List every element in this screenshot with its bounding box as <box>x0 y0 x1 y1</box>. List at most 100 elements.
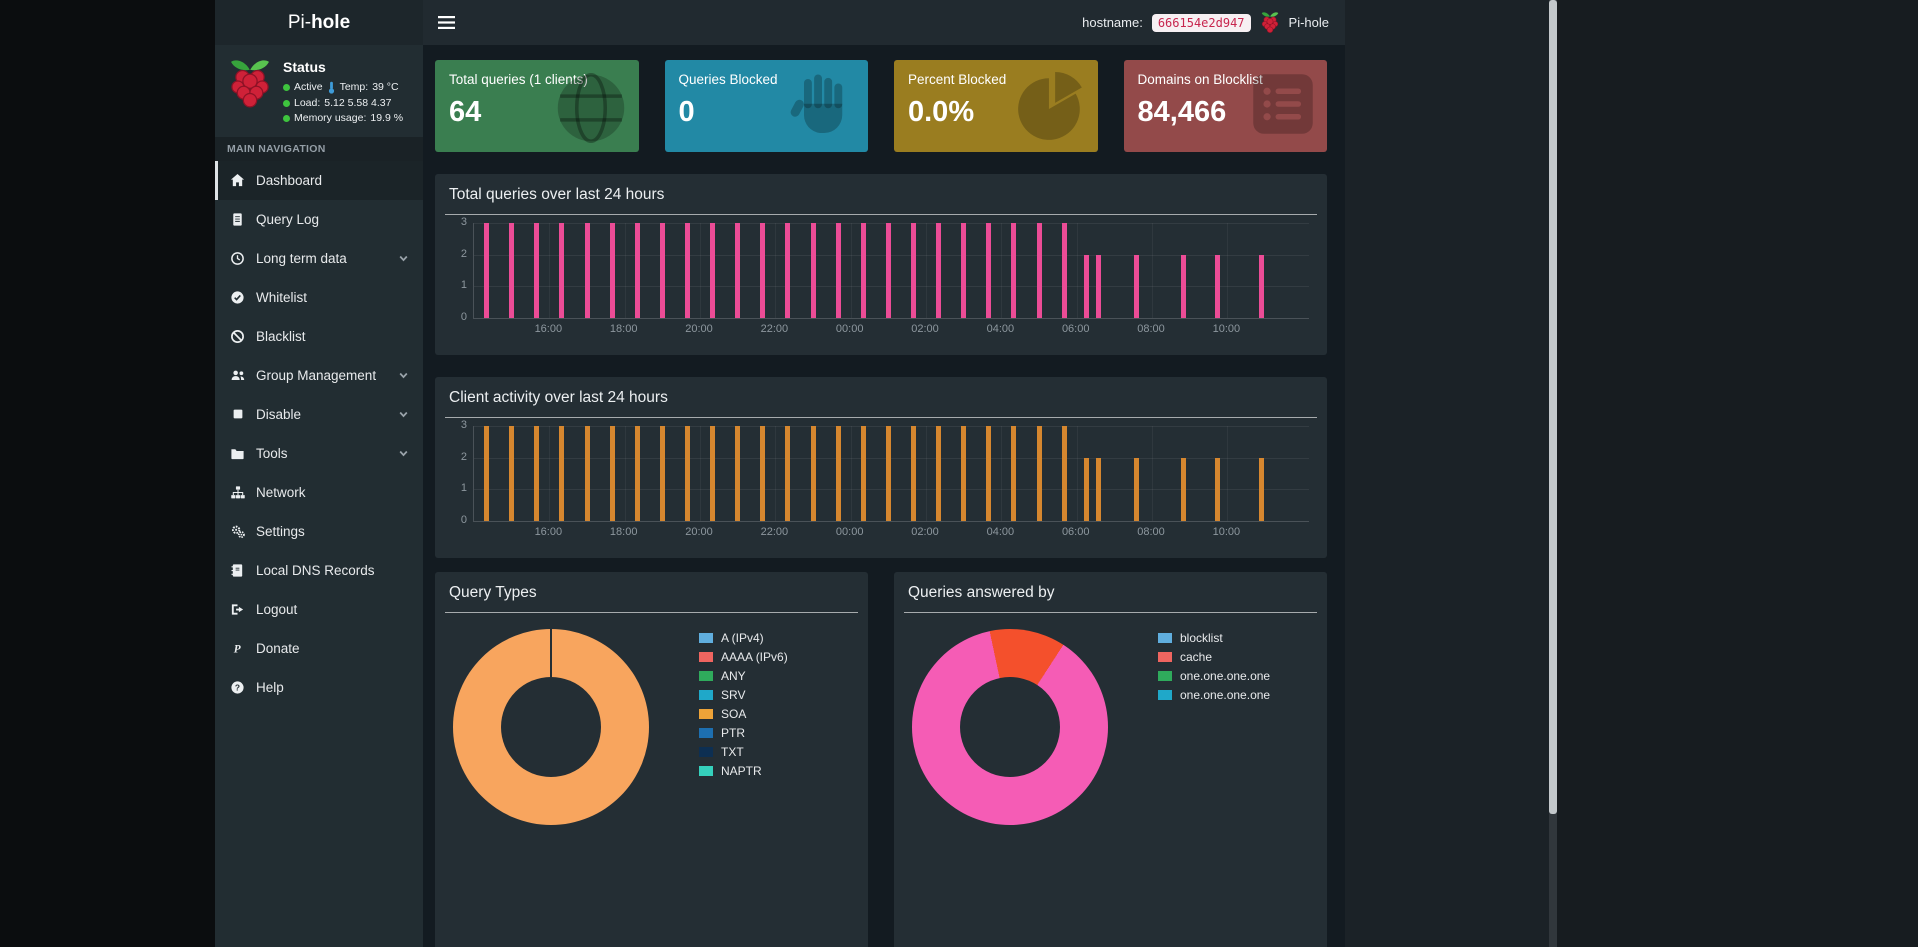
v-gridline <box>700 426 701 521</box>
sidebar-item-group-management[interactable]: Group Management <box>215 356 423 395</box>
address-book-icon <box>231 563 243 577</box>
queries-blocked-card[interactable]: Queries Blocked 0 <box>664 60 868 152</box>
bar-chart-plot[interactable] <box>473 426 1309 522</box>
chart-bar <box>484 223 490 318</box>
scrollbar-thumb[interactable] <box>1549 0 1557 815</box>
card-value: 64 <box>449 96 482 128</box>
status-load-line: Load: 5.12 5.58 4.37 <box>283 96 403 112</box>
chart-bar <box>509 223 515 318</box>
legend-swatch <box>699 728 713 738</box>
total-queries-card[interactable]: Total queries (1 clients) 64 <box>435 60 639 152</box>
legend-label: TXT <box>721 745 744 759</box>
legend-item[interactable]: PTR <box>699 726 788 740</box>
legend-swatch <box>699 652 713 662</box>
sidebar-item-label: Blacklist <box>256 328 306 344</box>
sidebar-item-local-dns-records[interactable]: Local DNS Records <box>215 551 423 590</box>
legend-item[interactable]: AAAA (IPv6) <box>699 650 788 664</box>
query-types-donut[interactable] <box>453 629 649 825</box>
legend-item[interactable]: blocklist <box>1158 631 1270 645</box>
y-axis-tick: 2 <box>460 450 467 463</box>
sidebar-item-tools[interactable]: Tools <box>215 434 423 473</box>
hostname-label: hostname: <box>1082 15 1143 30</box>
sidebar-item-blacklist[interactable]: Blacklist <box>215 317 423 356</box>
v-gridline <box>1152 426 1154 521</box>
svg-text:?: ? <box>235 682 240 692</box>
folder-icon <box>231 448 244 459</box>
y-axis-tick: 0 <box>460 311 467 323</box>
status-panel: Status Active Temp: 39 °C Load: 5.12 5.5… <box>215 45 423 137</box>
domains-on-blocklist-card[interactable]: Domains on Blocklist 84,466 <box>1123 60 1327 152</box>
legend-item[interactable]: one.one.one.one <box>1158 669 1270 683</box>
legend-item[interactable]: NAPTR <box>699 764 788 778</box>
h-gridline <box>474 426 1309 427</box>
chart-bar <box>684 426 690 521</box>
x-axis-tick: 22:00 <box>760 526 789 538</box>
sidebar-item-disable[interactable]: Disable <box>215 395 423 434</box>
top-navbar: Pi-hole hostname: 666154e2d947 Pi-hole <box>215 0 1345 45</box>
chart-bar <box>885 223 891 318</box>
legend-item[interactable]: TXT <box>699 745 788 759</box>
temp-label: Temp: <box>339 81 369 93</box>
sidebar-item-label: Long term data <box>256 250 347 266</box>
percent-blocked-card[interactable]: Percent Blocked 0.0% <box>894 60 1098 152</box>
sidebar-item-query-log[interactable]: Query Log <box>215 200 423 239</box>
h-gridline <box>474 489 1309 491</box>
pihole-logo-link[interactable]: Pi-hole <box>215 0 423 45</box>
sidebar-item-whitelist[interactable]: Whitelist <box>215 278 423 317</box>
queries-answered-by-donut[interactable] <box>912 629 1108 825</box>
card-title: Domains on Blocklist <box>1137 72 1263 87</box>
x-axis-tick: 06:00 <box>1061 526 1090 538</box>
gears-icon <box>231 525 245 538</box>
chart-legend: A (IPv4) AAAA (IPv6) ANY SRV SOA PTR TXT NAPTR <box>699 631 788 825</box>
desktop-background-right <box>1557 0 1918 947</box>
x-axis-tick: 02:00 <box>911 323 939 335</box>
sidebar-item-help[interactable]: ? Help <box>215 668 423 707</box>
sidebar-item-network[interactable]: Network <box>215 473 423 512</box>
sidebar-item-label: Query Log <box>256 211 320 227</box>
hamburger-icon <box>437 16 455 29</box>
legend-item[interactable]: ANY <box>699 669 788 683</box>
bar-chart-plot[interactable] <box>473 223 1309 319</box>
sidebar-item-settings[interactable]: Settings <box>215 512 423 551</box>
legend-item[interactable]: A (IPv4) <box>699 631 788 645</box>
legend-label: PTR <box>721 726 745 740</box>
legend-item[interactable]: cache <box>1158 650 1270 664</box>
legend-label: A (IPv4) <box>721 631 764 645</box>
card-title: Percent Blocked <box>908 72 1007 87</box>
chevron-down-icon <box>399 411 408 417</box>
v-gridline <box>549 426 551 521</box>
panel-title: Query Types <box>445 582 858 613</box>
legend-swatch <box>699 747 713 757</box>
sidebar-item-label: Tools <box>256 445 288 461</box>
sidebar-item-dashboard[interactable]: Dashboard <box>215 160 423 200</box>
client-activity-chart: 0 1 2 3 16:00 18:00 20:00 22:00 00:00 02:00 04:00 0… <box>445 419 1317 548</box>
v-gridline <box>926 223 928 318</box>
sidebar-item-donate[interactable]: P Donate <box>215 629 423 668</box>
x-axis-tick: 10:00 <box>1212 323 1241 335</box>
legend-item[interactable]: SOA <box>699 707 788 721</box>
donut-hole <box>960 677 1060 777</box>
sidebar-item-logout[interactable]: Logout <box>215 590 423 629</box>
y-axis-tick: 0 <box>460 514 467 526</box>
h-gridline <box>474 457 1309 459</box>
chart-bar <box>559 223 565 318</box>
legend-item[interactable]: SRV <box>699 688 788 702</box>
query-types-panel: Query Types A (IPv4) AAAA (IPv6) ANY SRV SOA… <box>435 572 868 947</box>
sitemap-icon <box>230 485 245 498</box>
hand-icon <box>786 70 858 147</box>
chart-bar <box>1215 457 1221 521</box>
pihole-admin-window: Pi-hole hostname: 666154e2d947 Pi-hole <box>215 0 1345 947</box>
sidebar-toggle-button[interactable] <box>423 0 469 45</box>
v-gridline <box>1001 426 1003 521</box>
panel-title: Total queries over last 24 hours <box>445 184 1317 215</box>
load-values: 5.12 5.58 4.37 <box>324 96 392 109</box>
chart-bar <box>961 426 967 521</box>
raspberry-icon <box>1261 12 1278 33</box>
segment-divider <box>550 629 552 677</box>
legend-swatch <box>1158 690 1172 700</box>
memory-label: Memory usage: <box>294 112 367 124</box>
x-axis-tick: 02:00 <box>911 526 939 538</box>
legend-item[interactable]: one.one.one.one <box>1158 688 1270 702</box>
sidebar-item-long-term-data[interactable]: Long term data <box>215 239 423 278</box>
scrollbar-track[interactable] <box>1549 0 1557 947</box>
